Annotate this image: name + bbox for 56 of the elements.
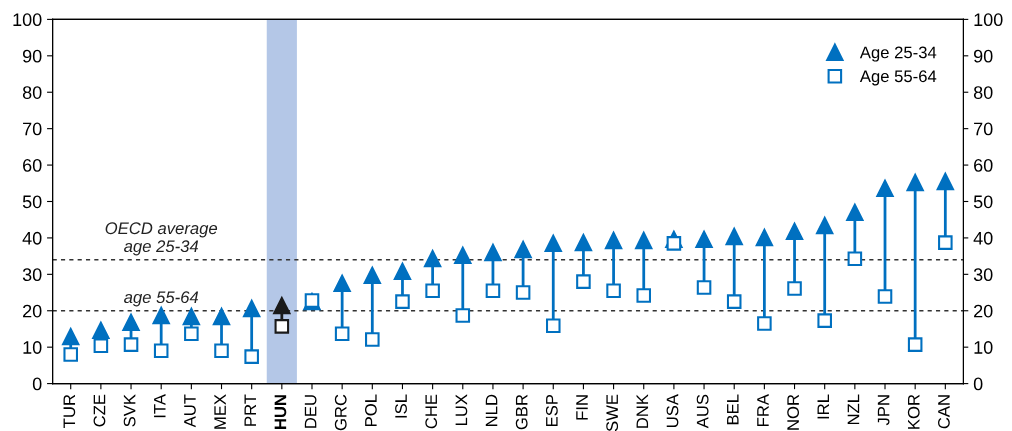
x-tick-label: AUT [184,394,196,428]
ref-line-label: age 55-64 [124,291,199,307]
x-tick-label: HUN [274,395,287,429]
y2-tick-label: 40 [973,231,993,245]
y-tick-label: 10 [23,341,42,354]
x-tick-label: AUS [696,394,709,429]
x-tick-label: PRT [244,394,256,426]
x-tick-label: FRA [757,394,769,426]
y-tick-label: 90 [22,49,42,63]
y2-tick-label: 70 [974,122,993,136]
x-tick-label: POL [364,394,377,426]
x-tick-label: ITA [154,394,166,418]
y-tick-label: 100 [13,13,42,27]
x-tick-label: IRL [817,394,829,419]
y-tick-label: 50 [22,195,42,209]
y2-tick-label: 10 [974,341,993,354]
x-tick-label: USA [666,394,679,427]
x-tick-label: SVK [123,394,136,427]
x-tick-label: FIN [576,395,588,420]
x-tick-label: GBR [515,394,528,430]
legend-label: Age 25-34 [859,46,937,62]
x-tick-label: GRC [334,394,347,431]
y2-tick-label: 50 [973,195,993,209]
x-tick-label: ESP [545,394,558,426]
y-tick-label: 60 [23,159,42,172]
y-tick-label: 40 [22,231,42,245]
x-tick-label: DNK [636,394,649,428]
x-tick-label: CHE [425,394,438,429]
y-tick-label: 30 [22,268,42,282]
y2-tick-label: 60 [974,159,993,172]
x-tick-label: ISL [395,394,407,418]
x-tick-label: BEL [727,394,739,425]
x-tick-label: LUX [455,394,468,426]
y-tick-label: 0 [32,377,42,391]
y-tick-label: 70 [23,122,42,136]
x-tick-label: SWE [606,394,619,431]
x-tick-label: TUR [63,394,76,428]
x-tick-label: CAN [938,395,950,429]
y2-tick-label: 30 [973,268,993,282]
x-tick-label: CZE [93,394,106,427]
x-tick-label: DEU [304,395,317,428]
legend-label: Age 55-64 [859,70,937,86]
y2-tick-label: 90 [973,49,993,63]
x-tick-label: KOR [907,394,920,429]
x-tick-label: NZL [847,394,860,425]
y2-tick-label: 100 [974,13,1003,27]
y-tick-label: 80 [22,86,42,99]
x-tick-label: MEX [214,394,226,429]
y-tick-label: 20 [23,304,42,318]
x-tick-label: JPN [877,395,890,426]
y2-tick-label: 80 [973,86,993,99]
x-tick-label: NLD [485,394,498,426]
y2-tick-label: 0 [973,377,983,391]
y2-tick-label: 20 [974,304,993,318]
x-tick-label: NOR [787,394,800,430]
ref-line-label: OECD average age 25-34 [105,222,218,256]
